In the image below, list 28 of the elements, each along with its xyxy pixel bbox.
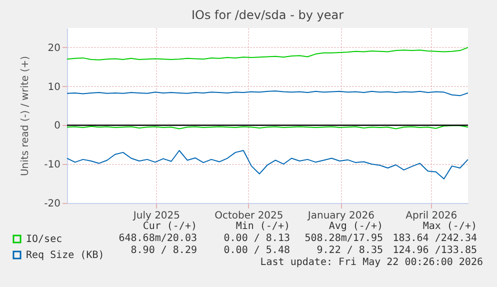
- y-tick-label: -20: [44, 198, 60, 210]
- text: 508.28m/17.95: [304, 233, 383, 244]
- y-tick-label: 20: [48, 42, 60, 54]
- legend-label: Req Size (KB): [26, 250, 104, 261]
- y-tick-label: -10: [44, 160, 60, 171]
- text: Min (-/+): [236, 221, 290, 232]
- x-tick-label: January 2026: [306, 210, 374, 222]
- y-tick-label: 10: [48, 82, 60, 93]
- x-tick-label: July 2025: [132, 210, 180, 222]
- text: 0.00 / 8.13: [224, 233, 290, 244]
- text: 0.00 / 5.48: [224, 245, 290, 256]
- text: 183.64 /242.34: [392, 233, 477, 244]
- text: Avg (-/+): [328, 221, 383, 232]
- y-axis-title: Units read (-) / write (+): [20, 56, 32, 176]
- line-series: [67, 150, 468, 180]
- text: 648.68m/20.03: [118, 233, 197, 244]
- text: Cur (-/+): [142, 221, 197, 232]
- line-series: [67, 46, 468, 60]
- text: 124.96 /133.85: [392, 245, 477, 256]
- legend-label: IO/sec: [26, 234, 62, 245]
- chart-title: IOs for /dev/sda - by year: [191, 8, 344, 22]
- y-tick-label: 0: [54, 120, 60, 132]
- text: Last update: Fri May 22 00:26:00 2026: [260, 257, 483, 268]
- text: 9.22 / 8.35: [316, 245, 383, 256]
- x-tick-label: April 2026: [406, 210, 458, 222]
- text: 8.90 / 8.29: [130, 245, 197, 256]
- text: Max (-/+): [422, 221, 477, 232]
- x-tick-label: October 2025: [214, 210, 284, 222]
